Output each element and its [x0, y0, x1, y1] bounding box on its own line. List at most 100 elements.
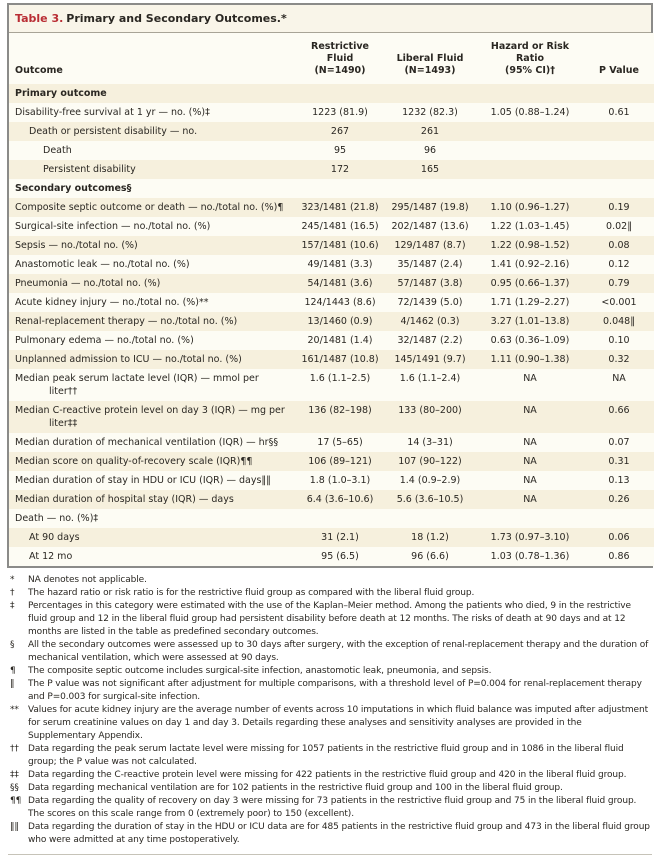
table-row: Anastomotic leak — no./total no. (%) 49/1… [9, 255, 654, 274]
restrictive-cell [296, 179, 384, 198]
restrictive-cell [296, 509, 384, 528]
table-number: Table 3. [15, 12, 64, 25]
table-row: Pneumonia — no./total no. (%) 54/1481 (3.… [9, 274, 654, 293]
table-title-text: Primary and Secondary Outcomes.* [66, 12, 287, 25]
restrictive-cell: 124/1443 (8.6) [304, 297, 376, 308]
liberal-cell: 35/1487 (2.4) [397, 259, 463, 270]
table-row: At 90 days 31 (2.1) 18 (1.2) 1.73 (0.97–3.1… [9, 528, 654, 547]
outcomes-data-grid: Outcome Restrictive Fluid (N=1490) Libera… [9, 33, 654, 566]
footnote-text: Data regarding the quality of recovery o… [28, 796, 637, 819]
header-sublabel: (95% CI)† [505, 65, 555, 76]
liberal-cell: 14 (3–31) [407, 437, 453, 448]
footnote-item: §§ Data regarding mechanical ventilation … [10, 782, 651, 795]
footnote-text: Data regarding the C-reactive protein le… [28, 770, 627, 780]
outcome-cell: Pulmonary edema — no./total no. (%) [15, 335, 194, 346]
hazard-cell: 3.27 (1.01–13.8) [490, 316, 570, 327]
restrictive-cell: 54/1481 (3.6) [307, 278, 373, 289]
restrictive-cell: 17 (5–65) [317, 437, 363, 448]
table-row: At 12 mo 95 (6.5) 96 (6.6) 1.03 (0.78–1.36)… [9, 547, 654, 566]
pvalue-cell [584, 141, 654, 160]
table-row: Renal-replacement therapy — no./total no… [9, 312, 654, 331]
footnote-item: ¶ The composite septic outcome includes s… [10, 665, 651, 678]
restrictive-cell: 323/1481 (21.8) [301, 202, 379, 213]
footnote-item: ‡‡ Data regarding the C-reactive protein … [10, 769, 651, 782]
footnote-text: NA denotes not applicable. [28, 575, 147, 585]
table-row: Pulmonary edema — no./total no. (%) 20/14… [9, 331, 654, 350]
restrictive-cell: 95 (6.5) [321, 551, 359, 562]
table-row: Median duration of stay in HDU or ICU (I… [9, 471, 654, 490]
table-header: Outcome Restrictive Fluid (N=1490) Libera… [9, 33, 654, 84]
outcome-cell: Acute kidney injury — no./total no. (%)*… [15, 297, 209, 308]
table-body: Primary outcome Disability-free survival … [9, 84, 654, 566]
hazard-cell: NA [523, 437, 537, 448]
header-label: Hazard or Risk Ratio [490, 41, 570, 64]
outcome-cell: Anastomotic leak — no./total no. (%) [15, 259, 190, 270]
pvalue-cell: 0.12 [608, 259, 630, 270]
pvalue-cell: 0.07 [608, 437, 630, 448]
pvalue-cell [584, 84, 654, 103]
restrictive-cell: 1.8 (1.0–3.1) [309, 475, 371, 486]
footnote-marker: ** [10, 705, 19, 715]
outcome-cell: Renal-replacement therapy — no./total no… [15, 316, 238, 327]
restrictive-cell: 6.4 (3.6–10.6) [306, 494, 374, 505]
liberal-cell: 133 (80–200) [398, 405, 462, 416]
outcome-cell: Persistent disability [43, 164, 136, 175]
pvalue-cell: 0.02‖ [606, 221, 632, 232]
table-row: Median score on quality-of-recovery scal… [9, 452, 654, 471]
pvalue-cell: NA [612, 373, 626, 384]
liberal-cell: 4/1462 (0.3) [400, 316, 460, 327]
footnote-marker: §§ [10, 783, 19, 793]
table-row: Death or persistent disability — no. 267 2… [9, 122, 654, 141]
footnote-item: ‖‖ Data regarding the duration of stay in… [10, 821, 651, 847]
table-row: Acute kidney injury — no./total no. (%)*… [9, 293, 654, 312]
restrictive-cell: 172 [330, 164, 350, 175]
outcome-cell: At 90 days [29, 532, 80, 543]
footnote-text: Data regarding the duration of stay in t… [28, 822, 650, 845]
hazard-cell: 1.41 (0.92–2.16) [490, 259, 570, 270]
hazard-cell: 1.10 (0.96–1.27) [490, 202, 570, 213]
hazard-cell [476, 84, 584, 103]
outcome-cell: Secondary outcomes§ [15, 183, 132, 194]
restrictive-cell [296, 84, 384, 103]
liberal-cell: 1.6 (1.1–2.4) [399, 373, 461, 384]
footnote-item: ** Values for acute kidney injury are the… [10, 704, 651, 743]
header-sublabel: (N=1490) [314, 65, 366, 76]
table-row: Disability-free survival at 1 yr — no. (… [9, 103, 654, 122]
pvalue-cell: 0.08 [608, 240, 630, 251]
outcome-cell: Median duration of mechanical ventilatio… [15, 437, 279, 448]
hazard-cell: NA [523, 373, 537, 384]
table-row: Sepsis — no./total no. (%) 157/1481 (10.6… [9, 236, 654, 255]
liberal-cell: 72/1439 (5.0) [397, 297, 463, 308]
hazard-cell: 1.22 (0.98–1.52) [490, 240, 570, 251]
header-label: Liberal Fluid [396, 53, 464, 64]
restrictive-cell: 157/1481 (10.6) [301, 240, 379, 251]
outcome-cell: At 12 mo [29, 551, 73, 562]
footnote-item: § All the secondary outcomes were assesse… [10, 639, 651, 665]
pvalue-cell: 0.66 [608, 405, 630, 416]
pvalue-cell: 0.13 [608, 475, 630, 486]
pvalue-cell: 0.26 [608, 494, 630, 505]
footnote-text: Data regarding the peak serum lactate le… [28, 744, 624, 767]
column-header-pvalue: P Value [584, 33, 654, 84]
footnote-marker: ‡ [10, 601, 15, 611]
footnote-marker: †† [10, 744, 19, 754]
liberal-cell [384, 84, 476, 103]
column-header-restrictive: Restrictive Fluid (N=1490) [296, 33, 384, 84]
liberal-cell: 129/1487 (8.7) [394, 240, 466, 251]
footnote-marker: ‖‖ [10, 822, 19, 832]
pvalue-cell: 0.19 [608, 202, 630, 213]
liberal-cell [384, 509, 476, 528]
hazard-cell: NA [523, 494, 537, 505]
outcome-cell: Primary outcome [15, 88, 107, 99]
table-row: Median peak serum lactate level (IQR) — … [9, 369, 654, 401]
header-sublabel: (N=1493) [404, 65, 456, 76]
header-row: Outcome Restrictive Fluid (N=1490) Libera… [9, 33, 654, 84]
footnote-marker: ¶¶ [10, 796, 22, 806]
footnote-text: Values for acute kidney injury are the a… [28, 705, 649, 741]
restrictive-cell: 13/1460 (0.9) [307, 316, 373, 327]
pvalue-cell: 0.31 [608, 456, 630, 467]
footnote-marker: ¶ [10, 666, 16, 676]
footnote-marker: † [10, 588, 15, 598]
footnote-marker: ‡‡ [10, 770, 19, 780]
liberal-cell: 32/1487 (2.2) [397, 335, 463, 346]
